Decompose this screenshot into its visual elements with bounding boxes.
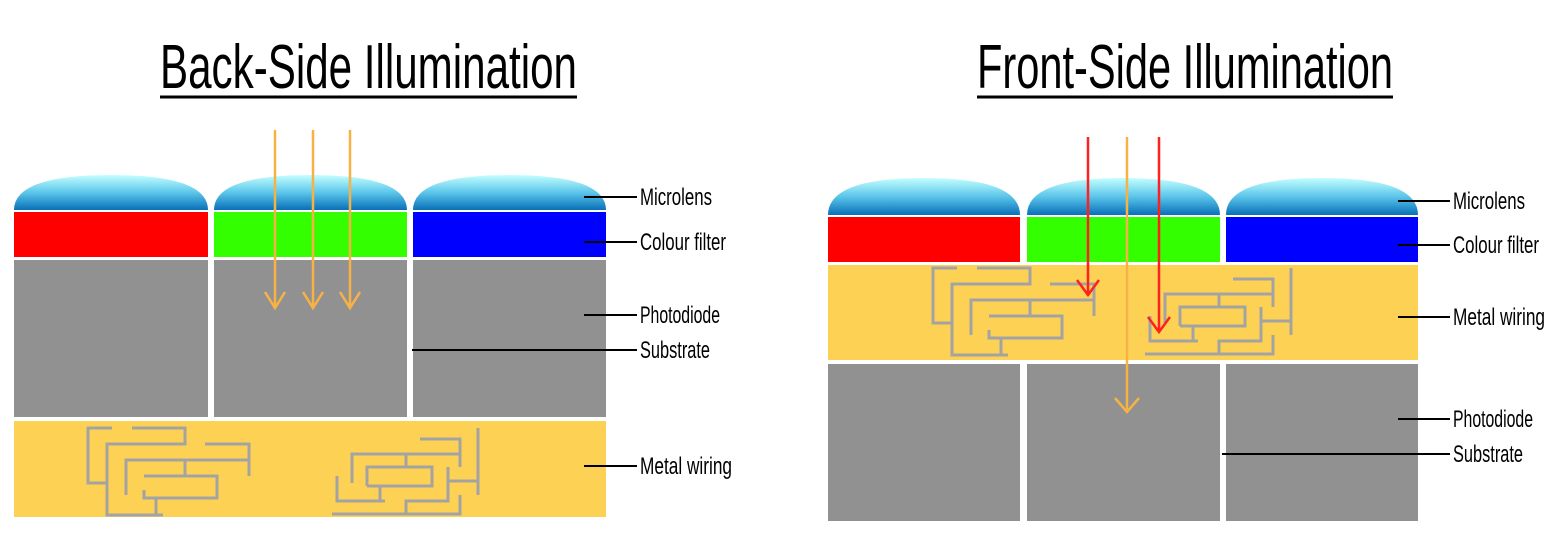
wire-trace <box>1163 292 1273 323</box>
photodiode <box>1226 364 1418 521</box>
photodiode <box>214 260 407 417</box>
label-substrate: Substrate <box>1453 441 1523 468</box>
photodiode <box>1027 364 1220 521</box>
colour-filter-row <box>828 217 1418 262</box>
microlens <box>828 178 1020 215</box>
front-side-panel: Front-Side Illumination Microlens <box>828 33 1545 521</box>
label-microlens: Microlens <box>1453 188 1525 215</box>
label-substrate: Substrate <box>640 337 710 364</box>
photodiode-row <box>828 364 1418 521</box>
wire-trace <box>404 467 450 514</box>
light-rays <box>263 130 362 311</box>
microlens <box>214 175 407 210</box>
light-ray-arrow <box>1114 137 1140 414</box>
label-colour-filter: Colour filter <box>1453 232 1539 259</box>
wire-trace <box>987 314 1064 340</box>
photodiode <box>14 260 208 417</box>
microlens-row <box>828 178 1418 215</box>
wire-trace <box>335 476 385 503</box>
light-ray-arrow <box>263 130 287 311</box>
back-side-panel: Back-Side Illumination Microlens <box>14 33 732 517</box>
wire-trace <box>332 495 462 516</box>
label-microlens: Microlens <box>640 184 712 211</box>
light-ray-arrow <box>301 130 325 311</box>
wire-trace <box>124 458 249 495</box>
wire-trace <box>1145 335 1275 356</box>
microlens <box>1226 178 1418 215</box>
colour-filter-row <box>14 212 606 257</box>
wire-trace <box>86 426 112 485</box>
wire-trace <box>1178 305 1247 328</box>
photodiode <box>828 364 1020 521</box>
label-metal-wiring: Metal wiring <box>1453 304 1545 331</box>
wiring-traces <box>931 266 1293 357</box>
label-colour-filter: Colour filter <box>640 229 726 256</box>
photodiode <box>413 260 606 417</box>
wiring-traces <box>86 426 480 517</box>
wire-trace <box>1050 282 1096 316</box>
blocked-light-ray-arrow <box>1146 137 1172 335</box>
label-photodiode: Photodiode <box>1453 406 1533 433</box>
wire-trace <box>105 426 187 517</box>
green-filter <box>1027 217 1220 262</box>
wire-trace <box>420 437 462 467</box>
metal-wiring-layer <box>828 265 1418 360</box>
back-labels: Microlens Colour filter Photodiode Subst… <box>412 184 732 480</box>
wire-trace <box>365 465 434 488</box>
blocked-light-ray-arrow <box>1075 137 1101 298</box>
front-side-title: Front-Side Illumination <box>977 33 1393 102</box>
red-filter <box>828 217 1020 262</box>
microlens-row <box>14 175 606 210</box>
wire-trace <box>350 452 460 483</box>
front-labels: Microlens Colour filter Metal wiring Pho… <box>1222 188 1545 468</box>
light-ray-arrow <box>338 130 362 311</box>
label-metal-wiring: Metal wiring <box>640 453 732 480</box>
blue-filter <box>413 212 606 257</box>
microlens <box>1027 178 1220 215</box>
metal-wiring-layer <box>14 421 606 517</box>
wire-trace <box>931 266 957 325</box>
wire-trace <box>142 474 219 500</box>
wire-trace <box>969 298 1094 335</box>
red-filter <box>14 212 208 257</box>
wire-trace <box>1233 277 1275 307</box>
back-side-title: Back-Side Illumination <box>160 33 577 102</box>
microlens <box>413 175 606 210</box>
blue-filter <box>1226 217 1418 262</box>
green-filter <box>214 212 407 257</box>
wire-trace <box>205 442 251 476</box>
photodiode-row <box>14 260 606 417</box>
wire-trace <box>1217 307 1263 354</box>
light-rays <box>1075 137 1172 414</box>
microlens <box>14 175 208 210</box>
wire-trace <box>950 266 1032 357</box>
label-photodiode: Photodiode <box>640 302 720 329</box>
wire-trace <box>1148 316 1198 343</box>
